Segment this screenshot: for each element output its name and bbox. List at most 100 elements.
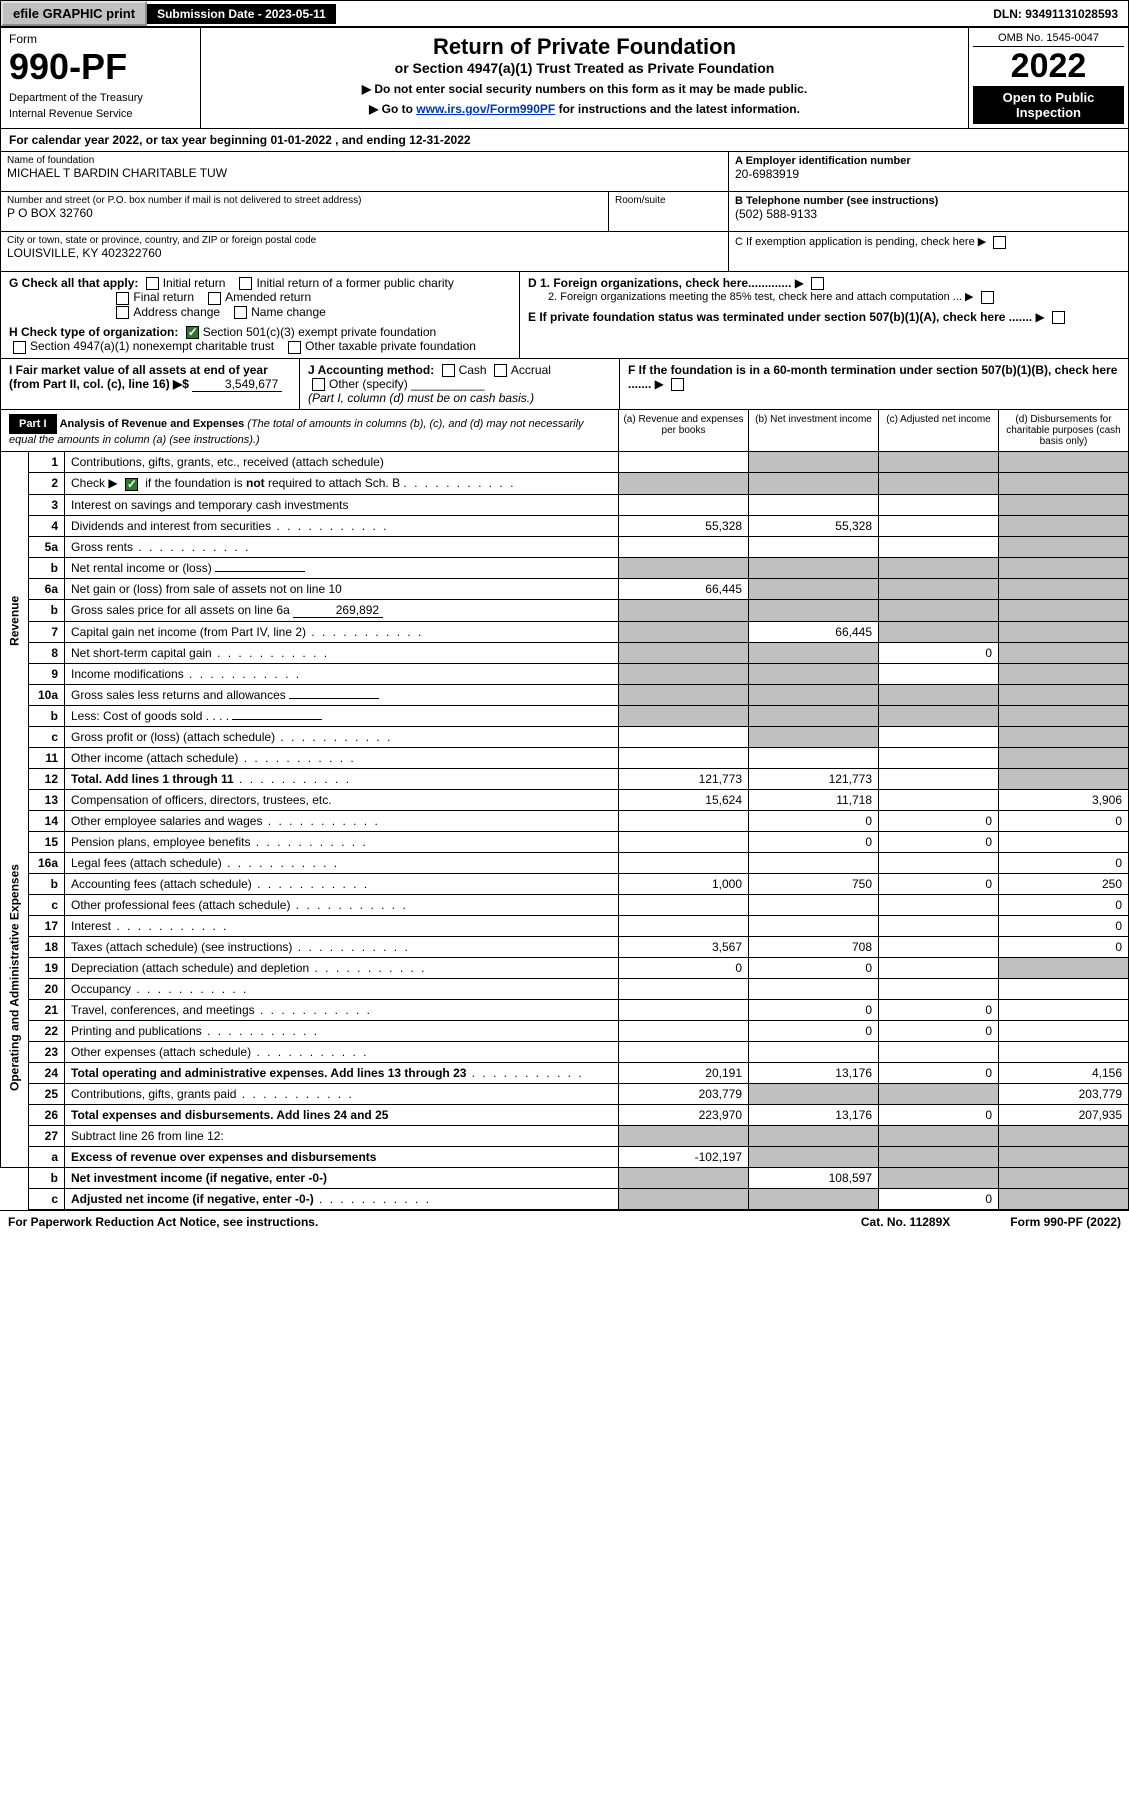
- table-row: aExcess of revenue over expenses and dis…: [1, 1146, 1129, 1167]
- line-24-a: 20,191: [619, 1062, 749, 1083]
- d2-checkbox[interactable]: [981, 291, 994, 304]
- footer-form: Form 990-PF (2022): [1010, 1215, 1121, 1229]
- e-checkbox[interactable]: [1052, 311, 1065, 324]
- g-opt-1: Initial return of a former public charit…: [256, 276, 453, 290]
- line-10b-desc: Less: Cost of goods sold . . . .: [65, 705, 619, 726]
- h-other-checkbox[interactable]: [288, 341, 301, 354]
- line-13-a: 15,624: [619, 789, 749, 810]
- form-title: Return of Private Foundation: [207, 34, 962, 60]
- table-row: 10aGross sales less returns and allowanc…: [1, 684, 1129, 705]
- line-14-desc: Other employee salaries and wages: [65, 810, 619, 831]
- c-label: C If exemption application is pending, c…: [735, 236, 975, 248]
- ein: 20-6983919: [735, 167, 1122, 181]
- line-16b-d: 250: [999, 873, 1129, 894]
- h-4947-checkbox[interactable]: [13, 341, 26, 354]
- g-opt-0: Initial return: [163, 276, 226, 290]
- j-label: J Accounting method:: [308, 363, 434, 377]
- line-27c-desc: Adjusted net income (if negative, enter …: [65, 1188, 619, 1209]
- table-row: 7Capital gain net income (from Part IV, …: [1, 621, 1129, 642]
- ein-cell: A Employer identification number 20-6983…: [729, 152, 1129, 192]
- line-24-d: 4,156: [999, 1062, 1129, 1083]
- part1-table: Revenue 1 Contributions, gifts, grants, …: [0, 452, 1129, 1209]
- line-4-a: 55,328: [619, 515, 749, 536]
- j-cash-checkbox[interactable]: [442, 364, 455, 377]
- j-block: J Accounting method: Cash Accrual Other …: [300, 359, 620, 411]
- table-row: Revenue 1 Contributions, gifts, grants, …: [1, 452, 1129, 473]
- line-7-desc: Capital gain net income (from Part IV, l…: [65, 621, 619, 642]
- e-label: E If private foundation status was termi…: [528, 310, 1032, 324]
- calendar-year-line: For calendar year 2022, or tax year begi…: [0, 129, 1129, 152]
- d2-label: 2. Foreign organizations meeting the 85%…: [548, 291, 962, 303]
- j-accrual-checkbox[interactable]: [494, 364, 507, 377]
- table-row: bNet rental income or (loss): [1, 557, 1129, 578]
- h-opt-2: Section 4947(a)(1) nonexempt charitable …: [30, 339, 274, 353]
- i-block: I Fair market value of all assets at end…: [0, 359, 300, 411]
- d-e-block: D 1. Foreign organizations, check here..…: [520, 272, 1129, 359]
- g-amended-checkbox[interactable]: [208, 292, 221, 305]
- line-2-checkbox[interactable]: [125, 478, 138, 491]
- g-initial-former-checkbox[interactable]: [239, 277, 252, 290]
- line-21-desc: Travel, conferences, and meetings: [65, 999, 619, 1020]
- g-name-change-checkbox[interactable]: [234, 306, 247, 319]
- line-27b-desc: Net investment income (if negative, ente…: [65, 1167, 619, 1188]
- table-row: bLess: Cost of goods sold . . . .: [1, 705, 1129, 726]
- line-16b-a: 1,000: [619, 873, 749, 894]
- i-j-f-row: I Fair market value of all assets at end…: [0, 359, 1129, 411]
- line-26-c: 0: [879, 1104, 999, 1125]
- line-11-desc: Other income (attach schedule): [65, 747, 619, 768]
- f-checkbox[interactable]: [671, 378, 684, 391]
- line-8-desc: Net short-term capital gain: [65, 642, 619, 663]
- line-22-b: 0: [749, 1020, 879, 1041]
- line-15-b: 0: [749, 831, 879, 852]
- table-row: 26Total expenses and disbursements. Add …: [1, 1104, 1129, 1125]
- top-bar: efile GRAPHIC print Submission Date - 20…: [0, 0, 1129, 27]
- efile-print-button[interactable]: efile GRAPHIC print: [1, 1, 147, 26]
- c-checkbox[interactable]: [993, 236, 1006, 249]
- d1-checkbox[interactable]: [811, 277, 824, 290]
- line-27a-desc: Excess of revenue over expenses and disb…: [65, 1146, 619, 1167]
- line-18-d: 0: [999, 936, 1129, 957]
- page-footer: For Paperwork Reduction Act Notice, see …: [0, 1210, 1129, 1233]
- table-row: bNet investment income (if negative, ent…: [1, 1167, 1129, 1188]
- table-row: 11Other income (attach schedule): [1, 747, 1129, 768]
- g-final-return-checkbox[interactable]: [116, 292, 129, 305]
- table-row: bAccounting fees (attach schedule)1,0007…: [1, 873, 1129, 894]
- g-initial-return-checkbox[interactable]: [146, 277, 159, 290]
- line-6a-a: 66,445: [619, 578, 749, 599]
- omb-number: OMB No. 1545-0047: [973, 32, 1124, 47]
- h-501c3-checkbox[interactable]: [186, 326, 199, 339]
- expenses-side-label: Operating and Administrative Expenses: [1, 789, 29, 1167]
- g-opt-2: Final return: [133, 290, 194, 304]
- table-row: 5aGross rents: [1, 536, 1129, 557]
- table-row: bGross sales price for all assets on lin…: [1, 599, 1129, 621]
- g-address-change-checkbox[interactable]: [116, 306, 129, 319]
- line-22-c: 0: [879, 1020, 999, 1041]
- ein-label: A Employer identification number: [735, 155, 1122, 167]
- line-14-b: 0: [749, 810, 879, 831]
- j-other-checkbox[interactable]: [312, 378, 325, 391]
- line-8-c: 0: [879, 642, 999, 663]
- form-word: Form: [9, 32, 192, 46]
- line-18-desc: Taxes (attach schedule) (see instruction…: [65, 936, 619, 957]
- line-14-c: 0: [879, 810, 999, 831]
- line-27b-b: 108,597: [749, 1167, 879, 1188]
- line-4-desc: Dividends and interest from securities: [65, 515, 619, 536]
- tax-year: 2022: [973, 47, 1124, 86]
- foundation-name-cell: Name of foundation MICHAEL T BARDIN CHAR…: [0, 152, 729, 192]
- line-15-c: 0: [879, 831, 999, 852]
- line-13-d: 3,906: [999, 789, 1129, 810]
- line-21-c: 0: [879, 999, 999, 1020]
- table-row: 21Travel, conferences, and meetings00: [1, 999, 1129, 1020]
- line-13-b: 11,718: [749, 789, 879, 810]
- line-12-b: 121,773: [749, 768, 879, 789]
- table-row: 6aNet gain or (loss) from sale of assets…: [1, 578, 1129, 599]
- form-title-block: Return of Private Foundation or Section …: [201, 28, 968, 128]
- table-row: 12Total. Add lines 1 through 11121,77312…: [1, 768, 1129, 789]
- col-c-header: (c) Adjusted net income: [878, 410, 998, 451]
- city-label: City or town, state or province, country…: [7, 235, 722, 246]
- year-block: OMB No. 1545-0047 2022 Open to Public In…: [968, 28, 1128, 128]
- line-26-b: 13,176: [749, 1104, 879, 1125]
- instructions-link[interactable]: www.irs.gov/Form990PF: [416, 102, 555, 116]
- d1-label: D 1. Foreign organizations, check here..…: [528, 276, 791, 290]
- table-row: 25Contributions, gifts, grants paid203,7…: [1, 1083, 1129, 1104]
